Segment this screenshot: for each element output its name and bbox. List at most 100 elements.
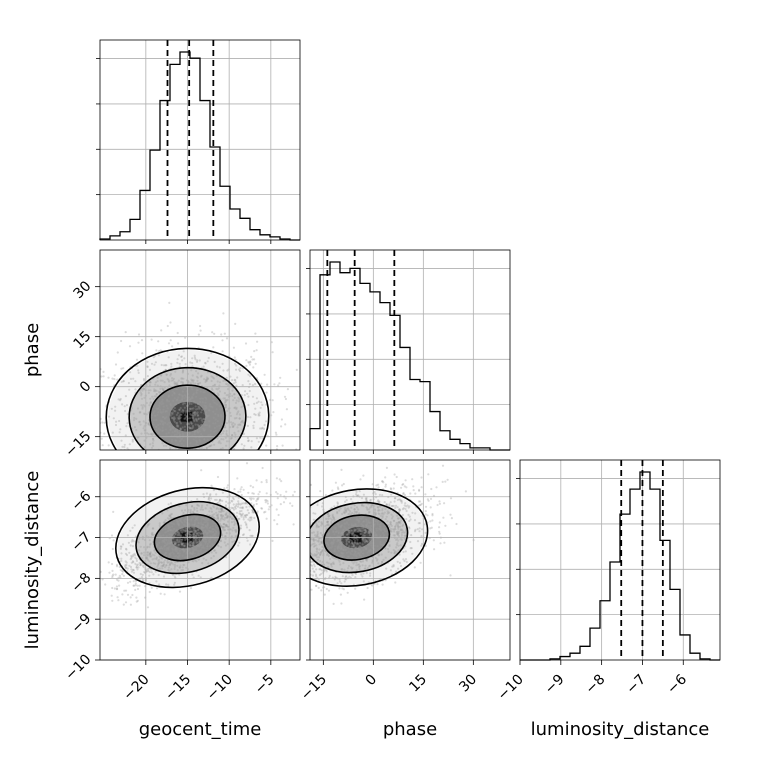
sample-point: [154, 464, 156, 466]
sample-point: [195, 544, 198, 547]
sample-point: [130, 469, 132, 471]
sample-point: [355, 493, 358, 496]
sample-point: [279, 503, 282, 506]
sample-point: [136, 599, 139, 602]
sample-point: [220, 415, 223, 418]
sample-point: [196, 429, 199, 433]
sample-point: [154, 361, 157, 364]
sample-point: [189, 407, 192, 410]
sample-point: [249, 534, 252, 537]
sample-point: [182, 563, 185, 567]
sample-point: [163, 386, 166, 389]
sample-point: [197, 388, 200, 392]
sample-point: [167, 431, 170, 434]
sample-point: [196, 503, 199, 506]
sample-point: [311, 531, 314, 534]
sample-point: [193, 430, 196, 433]
sample-point: [134, 380, 137, 383]
sample-point: [161, 567, 164, 570]
sample-point: [219, 447, 222, 450]
sample-point: [162, 408, 165, 411]
sample-point: [358, 545, 361, 548]
sample-point: [217, 532, 220, 535]
sample-point: [362, 504, 365, 508]
sample-point: [235, 384, 238, 387]
sample-point: [392, 564, 395, 567]
sample-point: [333, 526, 336, 529]
sample-point: [347, 523, 350, 526]
sample-point: [226, 515, 229, 518]
sample-point: [233, 506, 236, 509]
sample-point: [304, 526, 306, 528]
sample-point: [367, 543, 370, 546]
sample-point: [191, 357, 194, 360]
sample-point: [404, 558, 408, 561]
xtick-label: −20: [120, 672, 152, 704]
sample-point: [275, 433, 278, 436]
sample-point: [359, 532, 362, 536]
sample-point: [169, 447, 172, 450]
sample-point: [178, 431, 181, 435]
sample-point: [201, 538, 204, 541]
sample-point: [116, 351, 119, 354]
sample-point: [219, 517, 222, 521]
sample-point: [414, 528, 417, 532]
sample-point: [295, 547, 297, 549]
sample-point: [222, 474, 224, 476]
sample-point: [261, 426, 264, 429]
sample-point: [405, 505, 408, 508]
sample-point: [364, 528, 367, 532]
sample-point: [168, 526, 172, 529]
sample-point: [250, 518, 253, 521]
sample-point: [184, 533, 187, 536]
sample-point: [178, 417, 181, 420]
sample-point: [211, 525, 214, 528]
sample-point: [143, 551, 146, 554]
sample-point: [132, 553, 135, 557]
sample-point: [180, 543, 183, 546]
sample-point: [117, 579, 120, 582]
sample-point: [203, 420, 206, 423]
sample-point: [396, 524, 399, 528]
sample-point: [161, 547, 164, 550]
sample-point: [224, 403, 227, 406]
sample-point: [167, 400, 171, 403]
sample-point: [220, 513, 223, 517]
sample-point: [205, 538, 208, 542]
sample-point: [185, 566, 188, 569]
sample-point: [138, 411, 141, 414]
sample-point: [188, 431, 191, 434]
sample-point: [174, 542, 178, 545]
sample-point: [276, 523, 279, 526]
sample-point: [198, 540, 201, 543]
sample-point: [365, 558, 368, 561]
sample-point: [162, 415, 165, 419]
sample-point: [202, 417, 205, 421]
sample-point: [238, 368, 241, 371]
sample-point: [160, 411, 163, 414]
sample-point: [212, 522, 215, 525]
sample-point: [183, 397, 186, 400]
sample-point: [396, 533, 399, 537]
sample-point: [246, 424, 249, 427]
sample-point: [344, 575, 347, 578]
sample-point: [166, 378, 169, 381]
sample-point: [230, 506, 233, 509]
sample-point: [387, 550, 390, 554]
sample-point: [206, 377, 210, 380]
sample-point: [173, 527, 176, 531]
sample-point: [191, 552, 195, 555]
sample-point: [377, 506, 380, 509]
sample-point: [406, 504, 409, 507]
sample-point: [148, 570, 151, 574]
sample-point: [395, 546, 398, 549]
sample-point: [216, 526, 219, 529]
sample-point: [131, 440, 134, 443]
scatter-points: [295, 464, 475, 606]
sample-point: [330, 506, 333, 509]
sample-point: [168, 533, 171, 536]
sample-point: [188, 533, 191, 536]
sample-point: [265, 444, 268, 447]
sample-point: [225, 516, 228, 519]
sample-point: [353, 504, 356, 507]
